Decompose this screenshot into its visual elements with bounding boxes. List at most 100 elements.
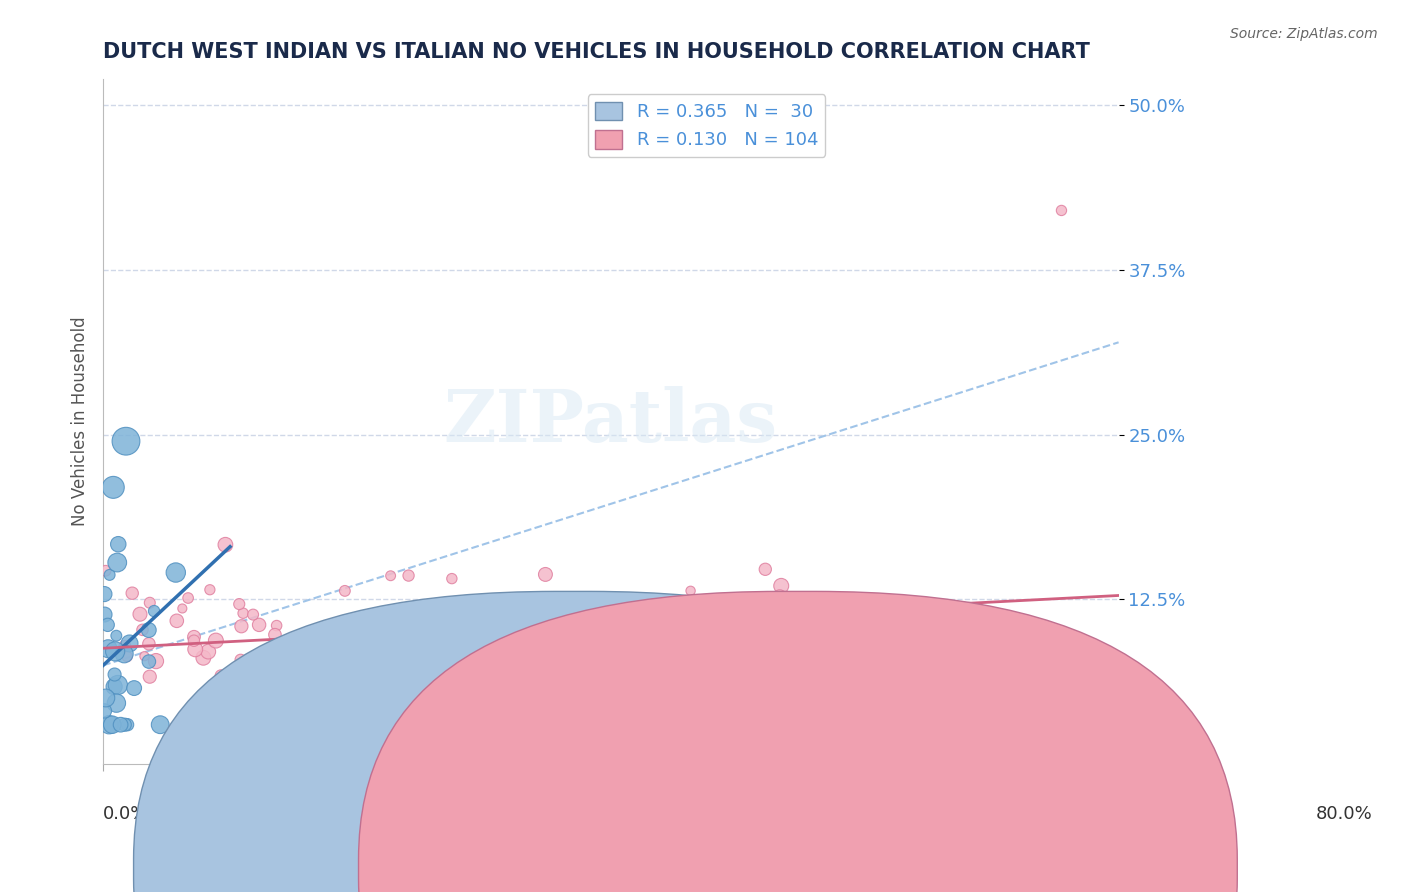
Point <box>118 636 141 650</box>
Point <box>988 608 1011 623</box>
Point <box>93 704 115 718</box>
Point <box>105 556 128 570</box>
Point <box>394 667 416 681</box>
Point <box>264 628 287 642</box>
Point <box>531 630 554 644</box>
Point <box>184 642 207 657</box>
Text: 80.0%: 80.0% <box>1316 805 1372 823</box>
Point <box>229 653 252 667</box>
Point <box>214 538 236 552</box>
Point <box>93 587 115 601</box>
Point <box>530 621 553 635</box>
Point <box>129 607 152 622</box>
Point <box>769 590 792 604</box>
Point <box>103 680 125 694</box>
Point <box>121 586 143 600</box>
Point <box>266 618 288 632</box>
Point <box>294 650 316 665</box>
Point <box>756 593 779 607</box>
Point <box>697 682 720 697</box>
Text: Italians: Italians <box>814 852 873 870</box>
Point <box>94 690 117 705</box>
Point <box>325 616 347 631</box>
Point <box>97 641 120 656</box>
Point <box>416 717 439 731</box>
Text: ZIPatlas: ZIPatlas <box>444 386 778 457</box>
Point <box>319 627 342 641</box>
Point <box>370 614 392 628</box>
Point <box>115 649 138 664</box>
Point <box>541 603 564 617</box>
Point <box>228 597 250 611</box>
Point <box>1050 203 1073 218</box>
Point <box>404 615 426 630</box>
Point <box>139 596 162 610</box>
Point <box>114 717 136 731</box>
Point <box>115 434 138 449</box>
Point <box>172 601 194 615</box>
Point <box>97 618 120 632</box>
Y-axis label: No Vehicles in Household: No Vehicles in Household <box>72 317 89 526</box>
Point <box>565 635 588 649</box>
Point <box>394 644 416 658</box>
Point <box>138 623 160 637</box>
Point <box>197 645 219 659</box>
Point <box>247 618 270 632</box>
Legend: R = 0.365   N =  30, R = 0.130   N = 104: R = 0.365 N = 30, R = 0.130 N = 104 <box>588 95 825 157</box>
Point <box>166 614 188 628</box>
Point <box>177 591 200 605</box>
Point <box>276 646 298 660</box>
Point <box>717 673 740 688</box>
Point <box>368 626 391 640</box>
Point <box>98 567 121 582</box>
Point <box>398 568 420 582</box>
Point <box>277 670 299 684</box>
Point <box>256 661 278 675</box>
Point <box>269 708 291 723</box>
Point <box>662 631 685 645</box>
Point <box>754 562 776 576</box>
Point <box>205 633 228 648</box>
Point <box>271 640 294 655</box>
Point <box>440 572 463 586</box>
Point <box>107 678 129 692</box>
Point <box>588 617 610 632</box>
Point <box>104 644 127 658</box>
Point <box>651 709 673 723</box>
Point <box>316 682 339 697</box>
Point <box>352 636 374 650</box>
Point <box>139 670 162 684</box>
Point <box>499 639 522 653</box>
Point <box>138 637 160 651</box>
Point <box>297 704 319 718</box>
Text: Source: ZipAtlas.com: Source: ZipAtlas.com <box>1230 27 1378 41</box>
Point <box>149 717 172 731</box>
Point <box>553 659 575 673</box>
Point <box>380 568 402 582</box>
Point <box>426 717 449 731</box>
Point <box>602 717 624 731</box>
Text: Dutch West Indians: Dutch West Indians <box>553 852 713 870</box>
Point <box>515 716 537 731</box>
Point <box>391 698 413 713</box>
Point <box>627 697 650 711</box>
Point <box>641 688 664 702</box>
Point <box>426 642 449 657</box>
Point <box>679 583 702 598</box>
Point <box>131 623 153 637</box>
Point <box>165 566 187 580</box>
Point <box>852 717 875 731</box>
Point <box>866 652 889 666</box>
Point <box>325 645 347 659</box>
Point <box>103 480 125 494</box>
Point <box>145 654 167 668</box>
Point <box>117 717 139 731</box>
Point <box>103 667 125 681</box>
Point <box>378 676 401 690</box>
Point <box>105 696 128 710</box>
Point <box>110 717 132 731</box>
Point <box>465 657 488 671</box>
Point <box>593 643 616 657</box>
Point <box>534 567 557 582</box>
Point <box>550 623 572 637</box>
